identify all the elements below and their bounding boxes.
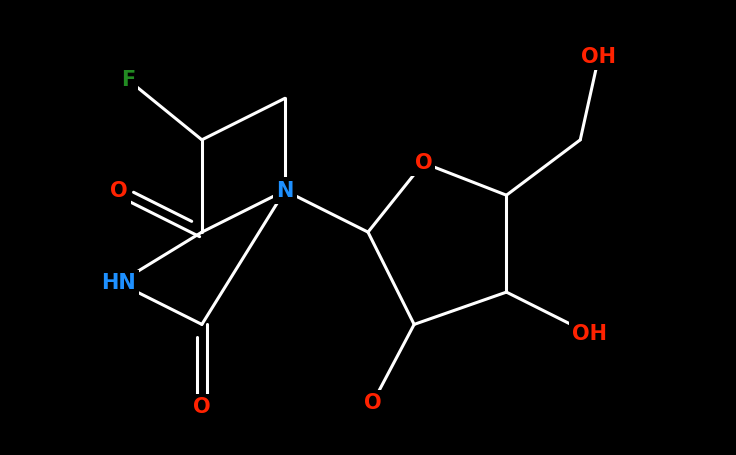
Text: O: O [193,398,210,418]
Text: O: O [110,181,127,201]
Text: OH: OH [572,324,607,344]
Text: OH: OH [581,47,616,67]
Text: N: N [276,181,294,201]
Text: HN: HN [102,273,136,293]
Text: F: F [121,70,135,90]
Text: O: O [364,393,381,413]
Text: O: O [414,153,432,173]
